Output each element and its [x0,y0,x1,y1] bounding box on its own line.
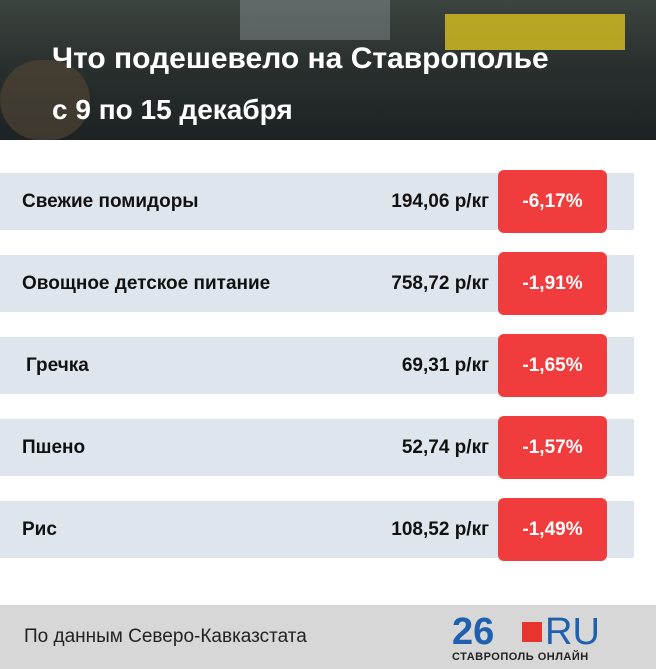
header-photo [0,60,90,140]
logo-number: 26 [452,611,495,653]
table-row: Рис 108,52 р/кг -1,49% [0,498,634,561]
footer: По данным Северо-Кавказстата 26 RU СТАВР… [0,605,656,669]
table-row: Овощное детское питание 758,72 р/кг -1,91% [0,252,634,315]
item-name: Рис [22,519,57,540]
table-row: Гречка 69,31 р/кг -1,65% [0,334,634,397]
item-price: 194,06 р/кг [391,191,489,212]
price-change: -1,49% [498,498,607,561]
logo-city: СТАВРОПОЛЬ ОНЛАЙН [452,651,589,663]
source: По данным Северо-Кавказстата [24,626,307,647]
item-price: 69,31 р/кг [401,355,489,376]
price-change: -1,57% [498,416,607,479]
header-photo [445,14,625,50]
logo: 26 RU СТАВРОПОЛЬ ОНЛАЙН [452,611,622,665]
header-photo [240,0,390,40]
subtitle: с 9 по 15 декабря [52,94,293,125]
price-change: -1,91% [498,252,607,315]
item-price: 758,72 р/кг [391,273,489,294]
table-row: Пшено 52,74 р/кг -1,57% [0,416,634,479]
header: Что подешевело на Ставрополье с 9 по 15 … [0,0,656,140]
logo-domain: RU [545,611,600,653]
item-name: Гречка [26,355,89,376]
logo-square [522,622,542,642]
price-change: -6,17% [498,170,607,233]
item-name: Пшено [22,437,86,458]
item-price: 108,52 р/кг [391,519,489,540]
item-price: 52,74 р/кг [401,437,489,458]
table-row: Свежие помидоры 194,06 р/кг -6,17% [0,170,634,233]
item-name: Овощное детское питание [22,273,271,294]
item-name: Свежие помидоры [22,191,199,212]
title: Что подешевело на Ставрополье [52,42,549,75]
price-change: -1,65% [498,334,607,397]
